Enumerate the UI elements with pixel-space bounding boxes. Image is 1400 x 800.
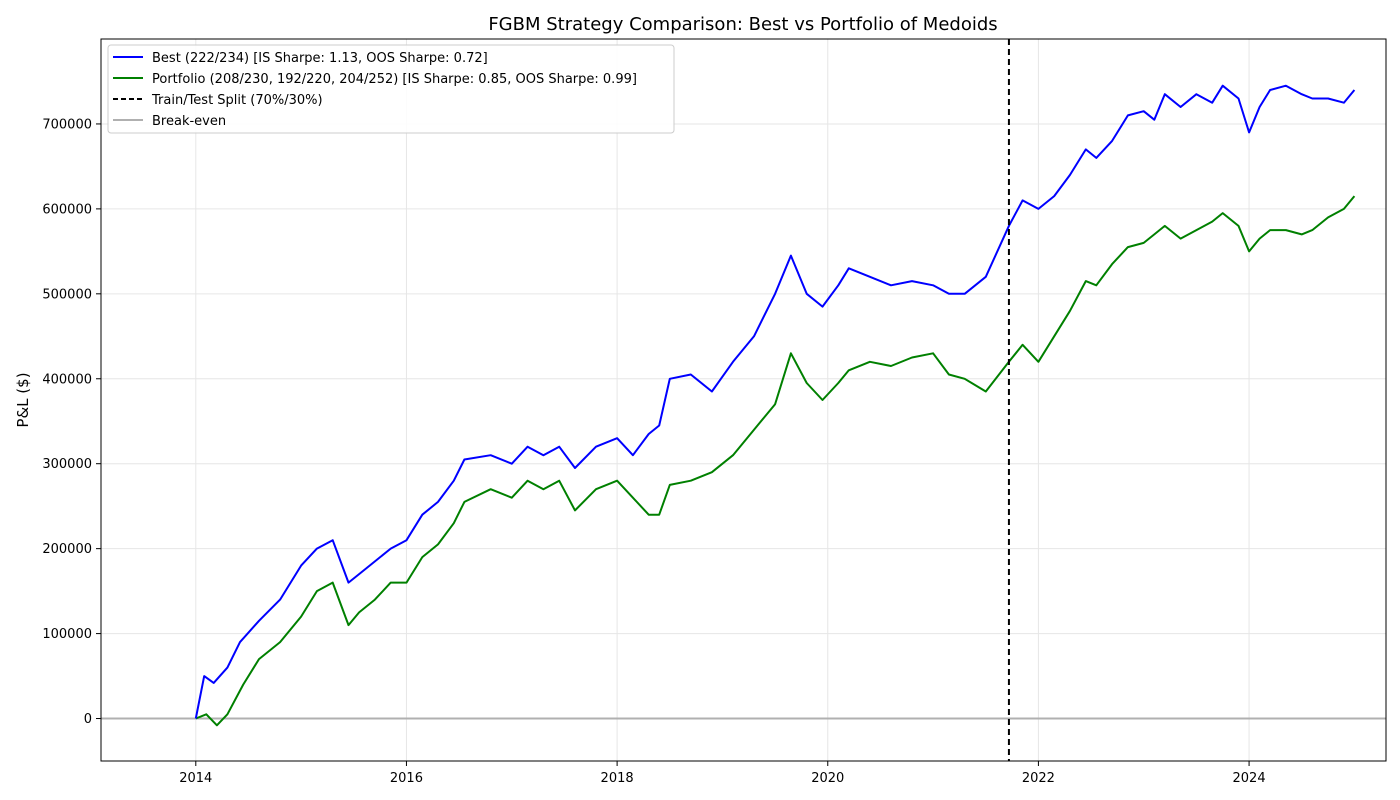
y-tick-label: 100000 xyxy=(42,627,92,642)
y-tick-label: 0 xyxy=(84,712,92,727)
legend-label-split: Train/Test Split (70%/30%) xyxy=(151,93,323,108)
x-tick-label: 2020 xyxy=(811,771,844,786)
series-line-portfolio xyxy=(195,195,1356,727)
data-series xyxy=(101,39,1386,761)
y-tick-label: 400000 xyxy=(42,372,92,387)
legend-label-best: Best (222/234) [IS Sharpe: 1.13, OOS Sha… xyxy=(152,51,488,66)
gridlines xyxy=(101,39,1386,761)
legend-label-break-even: Break-even xyxy=(152,114,226,129)
y-axis: 0 100000 200000 300000 400000 500000 600000 700… xyxy=(42,117,101,727)
x-tick-label: 2024 xyxy=(1233,771,1266,786)
x-tick-label: 2014 xyxy=(179,771,212,786)
x-tick-label: 2016 xyxy=(390,771,423,786)
series-line-best xyxy=(194,84,1356,719)
y-tick-label: 700000 xyxy=(42,117,92,132)
x-tick-label: 2018 xyxy=(601,771,634,786)
legend-label-portfolio: Portfolio (208/230, 192/220, 204/252) [I… xyxy=(152,72,637,87)
x-axis: 2014 2016 2018 2020 2022 2024 xyxy=(179,761,1266,786)
y-tick-label: 200000 xyxy=(42,542,92,557)
legend: Best (222/234) [IS Sharpe: 1.13, OOS Sha… xyxy=(107,44,675,134)
y-axis-label: P&L ($) xyxy=(14,372,32,427)
y-tick-label: 300000 xyxy=(42,457,92,472)
y-tick-label: 600000 xyxy=(42,202,92,217)
legend-box xyxy=(107,44,675,134)
x-tick-label: 2022 xyxy=(1022,771,1055,786)
plot-area xyxy=(100,38,1387,762)
chart-title: FGBM Strategy Comparison: Best vs Portfo… xyxy=(488,14,997,35)
y-tick-label: 500000 xyxy=(42,287,92,302)
